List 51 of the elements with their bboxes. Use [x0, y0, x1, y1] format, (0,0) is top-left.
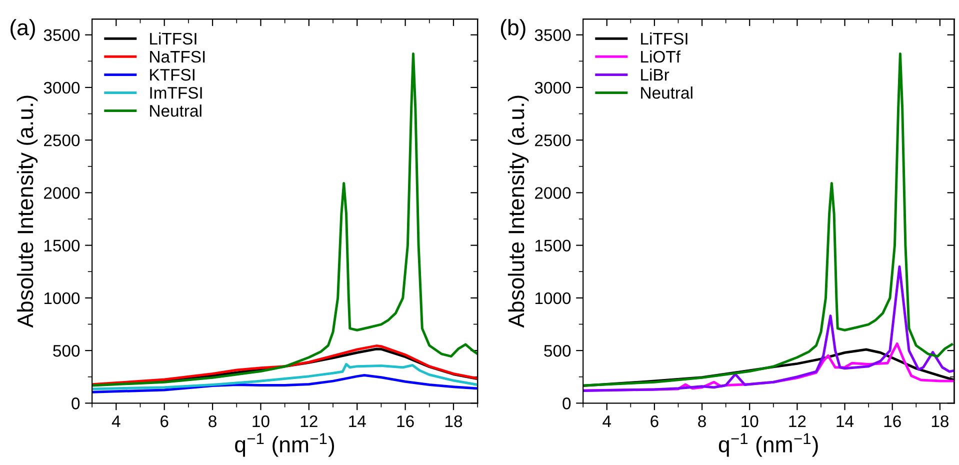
- x-tick-label: 8: [208, 415, 216, 428]
- x-tick-label: 12: [789, 415, 806, 428]
- legend-label: KTFSI: [150, 68, 194, 81]
- x-axis-title: q$^{−1}$ (nm$^{−1}$): [235, 433, 334, 457]
- legend-label: Neutral: [641, 86, 692, 99]
- y-tick-label: 3500: [534, 29, 571, 42]
- y-tick-label: 2500: [535, 134, 571, 146]
- legend-label: Neutral: [150, 104, 202, 117]
- line-series: [583, 265, 954, 392]
- x-tick-label: 4: [602, 416, 612, 428]
- y-tick-label: 3000: [534, 82, 571, 94]
- y-axis-title: Absolute Intensity (a.u.): [16, 96, 38, 328]
- legend-label: LiBr: [641, 68, 670, 81]
- x-tick-label: 14: [836, 416, 854, 428]
- y-tick-label: 500: [544, 344, 571, 357]
- y-tick-label: 1000: [535, 292, 571, 304]
- text: (a): [10, 19, 35, 40]
- legend-label: LiOTf: [641, 50, 681, 63]
- legend-label: NaTFSI: [150, 50, 205, 63]
- legend-label: ImTFSI: [150, 86, 202, 99]
- y-tick-label: 1500: [535, 240, 571, 252]
- legend-label: LiTFSI: [150, 32, 196, 45]
- x-tick-label: 8: [698, 415, 706, 428]
- x-tick-label: 10: [252, 415, 270, 428]
- x-tick-label: 6: [650, 415, 658, 428]
- y-tick-label: 2000: [44, 187, 80, 199]
- x-tick-label: 14: [349, 416, 366, 428]
- x-tick-label: 6: [160, 415, 168, 428]
- x-axis-title: q$^{−1}$ (nm$^{−1}$): [718, 433, 818, 457]
- y-axis-title: Absolute Intensity (a.u.): [508, 96, 529, 328]
- y-tick-label: 1000: [44, 292, 80, 304]
- x-tick-label: 12: [300, 415, 318, 428]
- y-tick-label: 2000: [535, 187, 571, 199]
- x-tick-label: 4: [112, 416, 120, 428]
- y-tick-label: 500: [53, 344, 80, 357]
- x-tick-label: 18: [932, 415, 948, 428]
- x-tick-label: 18: [445, 415, 462, 428]
- x-tick-label: 16: [397, 415, 414, 428]
- line-series: [92, 52, 478, 387]
- y-tick-label: 3500: [44, 29, 80, 42]
- line-series: [92, 362, 478, 390]
- legend-label: LiTFSI: [641, 32, 688, 45]
- y-tick-label: 2500: [44, 134, 80, 146]
- line-series: [92, 374, 478, 394]
- y-tick-label: 0: [72, 398, 80, 410]
- text: (b): [500, 19, 526, 40]
- x-tick-label: 16: [884, 415, 901, 428]
- x-tick-label: 10: [742, 415, 758, 428]
- y-tick-label: 3000: [44, 82, 80, 94]
- y-tick-label: 1500: [44, 240, 80, 252]
- y-tick-label: 0: [562, 398, 571, 410]
